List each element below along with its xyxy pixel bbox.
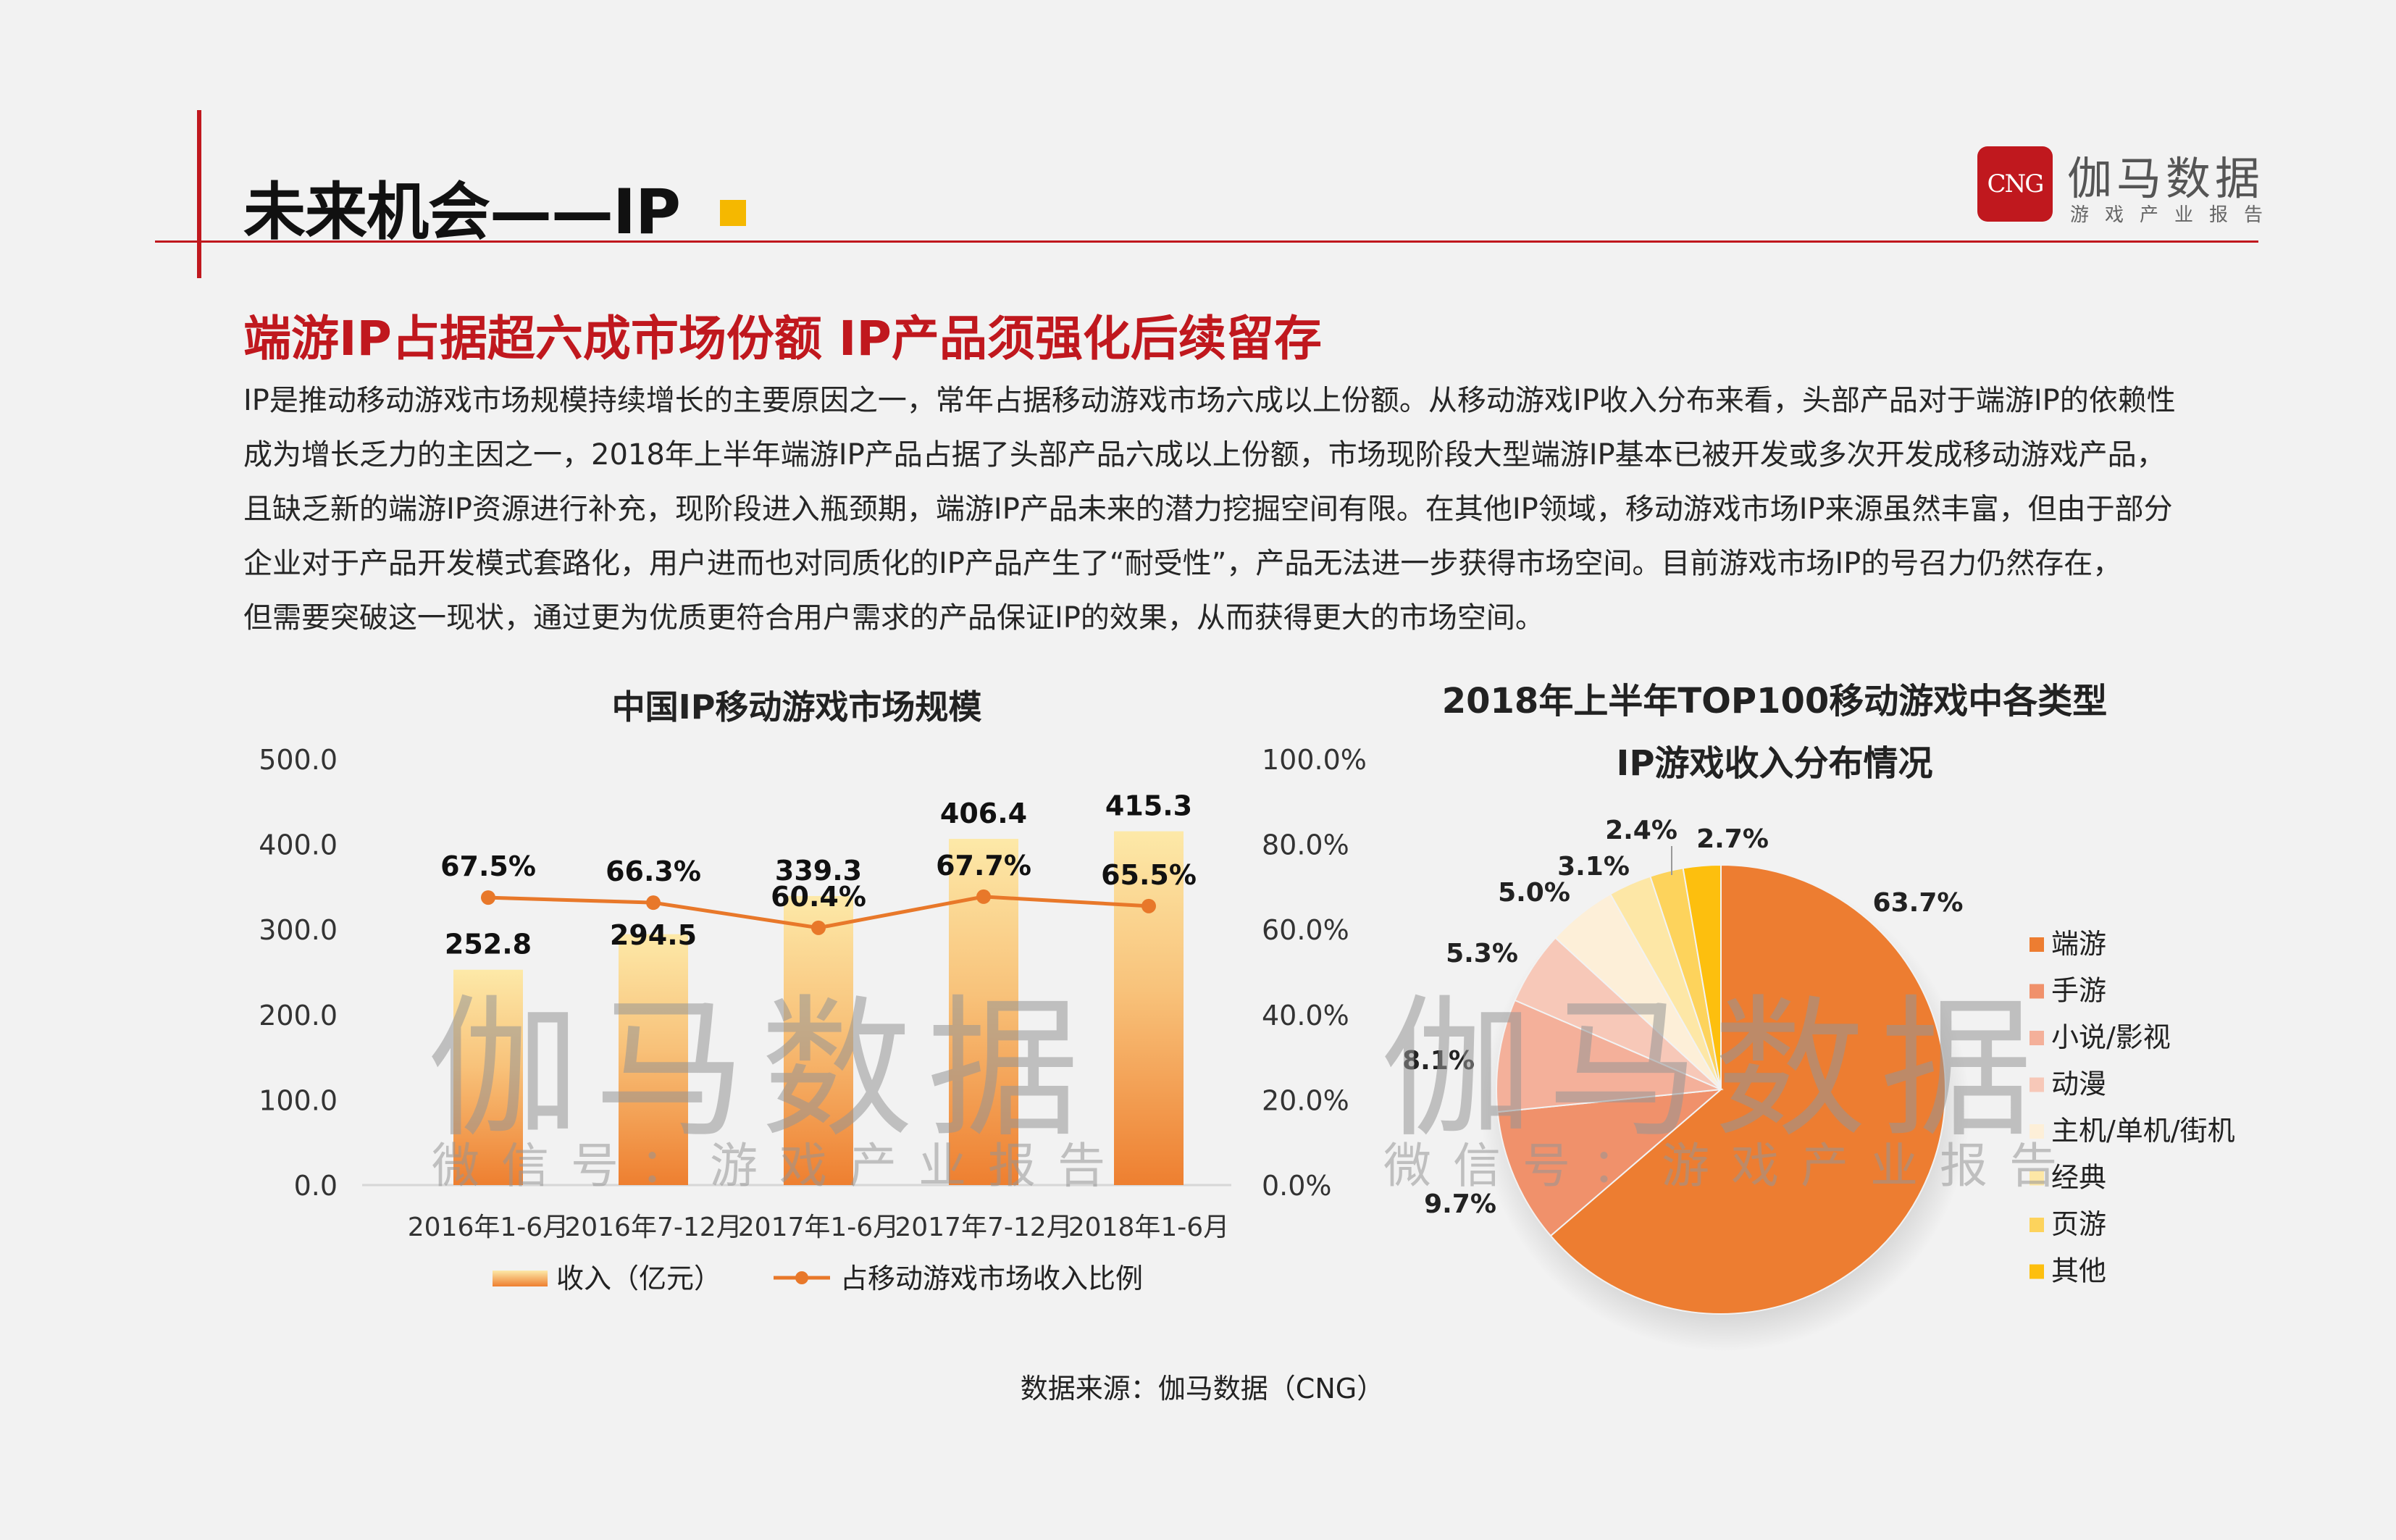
body-paragraph: IP是推动移动游戏市场规模持续增长的主要原因之一，常年占据移动游戏市场六成以上份… bbox=[243, 374, 2264, 645]
title-accent-square bbox=[720, 200, 746, 226]
pie-slice bbox=[1682, 863, 1722, 1090]
pie-data-label: 2.7% bbox=[1696, 824, 1769, 854]
line-data-label: 67.5% bbox=[440, 850, 536, 882]
left-axis-tick-label: 100.0 bbox=[259, 1084, 338, 1116]
legend-swatch bbox=[2030, 1218, 2044, 1232]
paragraph-line: 且缺乏新的端游IP资源进行补充，现阶段进入瓶颈期，端游IP产品未来的潜力挖掘空间… bbox=[243, 493, 2173, 526]
data-source-note: 数据来源：伽马数据（CNG） bbox=[1020, 1373, 1385, 1405]
legend-label: 主机/单机/街机 bbox=[2051, 1115, 2235, 1147]
bar bbox=[1114, 831, 1184, 1185]
right-axis-tick-label: 20.0% bbox=[1262, 1084, 1349, 1116]
bar-data-label: 339.3 bbox=[775, 855, 862, 887]
bar-chart-title: 中国IP移动游戏市场规模 bbox=[611, 687, 982, 727]
legend-label: 手游 bbox=[2051, 975, 2106, 1007]
legend-swatch bbox=[2030, 1264, 2044, 1279]
legend-swatch bbox=[2030, 1077, 2044, 1092]
x-axis-tick-label: 2016年7-12月 bbox=[564, 1213, 742, 1242]
right-axis-tick-label: 60.0% bbox=[1262, 914, 1349, 946]
line-data-label: 66.3% bbox=[606, 855, 701, 887]
legend-swatch bbox=[2030, 937, 2044, 952]
brand-subtitle: 游戏产业报告 bbox=[2070, 204, 2279, 226]
watermark-text: 伽马数据 bbox=[1381, 981, 2048, 1158]
legend-label: 小说/影视 bbox=[2051, 1021, 2171, 1053]
pie-data-label: 9.7% bbox=[1424, 1189, 1496, 1219]
pie-slice bbox=[1549, 863, 1946, 1315]
paragraph-line: 但需要突破这一现状，通过更为优质更符合用户需求的产品保证IP的效果，从而获得更大… bbox=[243, 601, 1544, 635]
line-data-label: 60.4% bbox=[771, 881, 866, 913]
line-data-label: 65.5% bbox=[1101, 859, 1197, 891]
legend-label: 端游 bbox=[2051, 928, 2106, 960]
legend-label: 经典 bbox=[2051, 1162, 2106, 1194]
left-axis-tick-label: 200.0 bbox=[259, 1000, 338, 1031]
legend-line-marker bbox=[795, 1271, 808, 1284]
x-axis-tick-label: 2017年7-12月 bbox=[895, 1213, 1072, 1242]
watermark-text: 伽马数据 bbox=[427, 981, 1094, 1158]
paragraph-line: IP是推动移动游戏市场规模持续增长的主要原因之一，常年占据移动游戏市场六成以上份… bbox=[243, 384, 2176, 417]
line-point bbox=[646, 895, 661, 911]
legend-swatch bbox=[2030, 1124, 2044, 1139]
bar-data-label: 294.5 bbox=[610, 919, 697, 951]
bar-line-chart: 0.0 100.0 200.0 300.0 400.0 500.0 0.0% 20.0% 40.… bbox=[259, 744, 1367, 1294]
legend-label: 占移动游戏市场收入比例 bbox=[840, 1263, 1143, 1294]
header-accent-vertical-line bbox=[197, 110, 201, 278]
line-point bbox=[976, 889, 991, 904]
left-axis-tick-label: 400.0 bbox=[259, 829, 338, 861]
pie-data-label: 63.7% bbox=[1873, 888, 1964, 918]
legend-label: 其他 bbox=[2051, 1255, 2106, 1287]
x-axis-tick-label: 2018年1-6月 bbox=[1068, 1213, 1229, 1242]
right-axis-tick-label: 100.0% bbox=[1262, 744, 1367, 776]
pie-data-label: 5.3% bbox=[1446, 939, 1518, 968]
legend-bar-swatch bbox=[493, 1271, 548, 1286]
watermark-subtext: 微信号：游戏产业报告 bbox=[1383, 1138, 2079, 1194]
pie-slice bbox=[1496, 999, 1724, 1113]
legend-swatch bbox=[2030, 984, 2044, 999]
line-point bbox=[1142, 898, 1156, 913]
pie-data-label: 5.0% bbox=[1498, 878, 1570, 908]
pie-chart-title-line-2: IP游戏收入分布情况 bbox=[1616, 743, 1933, 784]
right-axis-tick-label: 40.0% bbox=[1262, 1000, 1349, 1031]
legend-label: 收入（亿元） bbox=[556, 1263, 721, 1294]
bar bbox=[619, 934, 688, 1185]
bar-data-label: 406.4 bbox=[940, 798, 1027, 829]
paragraph-line: 成为增长乏力的主因之一，2018年上半年端游IP产品占据了头部产品六成以上份额，… bbox=[243, 438, 2166, 472]
bar-data-label: 415.3 bbox=[1105, 790, 1192, 822]
left-axis-tick-label: 300.0 bbox=[259, 914, 338, 946]
brand-name: 伽马数据 bbox=[2067, 152, 2265, 205]
pie-chart: 63.7% 9.7% 8.1% 5.3% 5.0%3.1% 2.4% 2.7% 端游手游小说/… bbox=[1402, 816, 2235, 1352]
pie-data-label: 2.4% bbox=[1605, 816, 1677, 845]
right-axis-tick-label: 80.0% bbox=[1262, 829, 1349, 861]
watermark-subtext: 微信号：游戏产业报告 bbox=[432, 1138, 1127, 1194]
x-axis-tick-label: 2016年1-6月 bbox=[408, 1213, 569, 1242]
bar-data-label: 252.8 bbox=[445, 929, 532, 961]
left-axis-tick-label: 500.0 bbox=[259, 744, 338, 776]
page-title: 未来机会——IP bbox=[243, 176, 681, 248]
legend-label: 动漫 bbox=[2051, 1068, 2106, 1100]
bar bbox=[453, 969, 523, 1185]
legend-swatch bbox=[2030, 1031, 2044, 1045]
pie-slice bbox=[1496, 1088, 1724, 1237]
pie-data-label: 3.1% bbox=[1557, 852, 1630, 882]
legend-swatch bbox=[2030, 1171, 2044, 1186]
left-axis-tick-label: 0.0 bbox=[294, 1170, 338, 1202]
pie-chart-title-line-1: 2018年上半年TOP100移动游戏中各类型 bbox=[1441, 681, 2108, 721]
x-axis-tick-label: 2017年1-6月 bbox=[738, 1213, 899, 1242]
pie-data-label: 8.1% bbox=[1402, 1046, 1475, 1076]
line-point bbox=[481, 890, 495, 905]
line-data-label: 67.7% bbox=[936, 850, 1031, 882]
header-divider-line bbox=[155, 240, 2258, 243]
paragraph-line: 企业对于产品开发模式套路化，用户进而也对同质化的IP产品产生了“耐受性”，产品无… bbox=[243, 547, 2122, 580]
brand-logo-icon: CNG bbox=[1977, 146, 2053, 222]
right-axis-tick-label: 0.0% bbox=[1262, 1170, 1332, 1202]
line-point bbox=[811, 920, 826, 935]
bar bbox=[784, 895, 853, 1185]
section-subtitle: 端游IP占据超六成市场份额 IP产品须强化后续留存 bbox=[243, 311, 1322, 367]
legend-label: 页游 bbox=[2051, 1208, 2106, 1240]
